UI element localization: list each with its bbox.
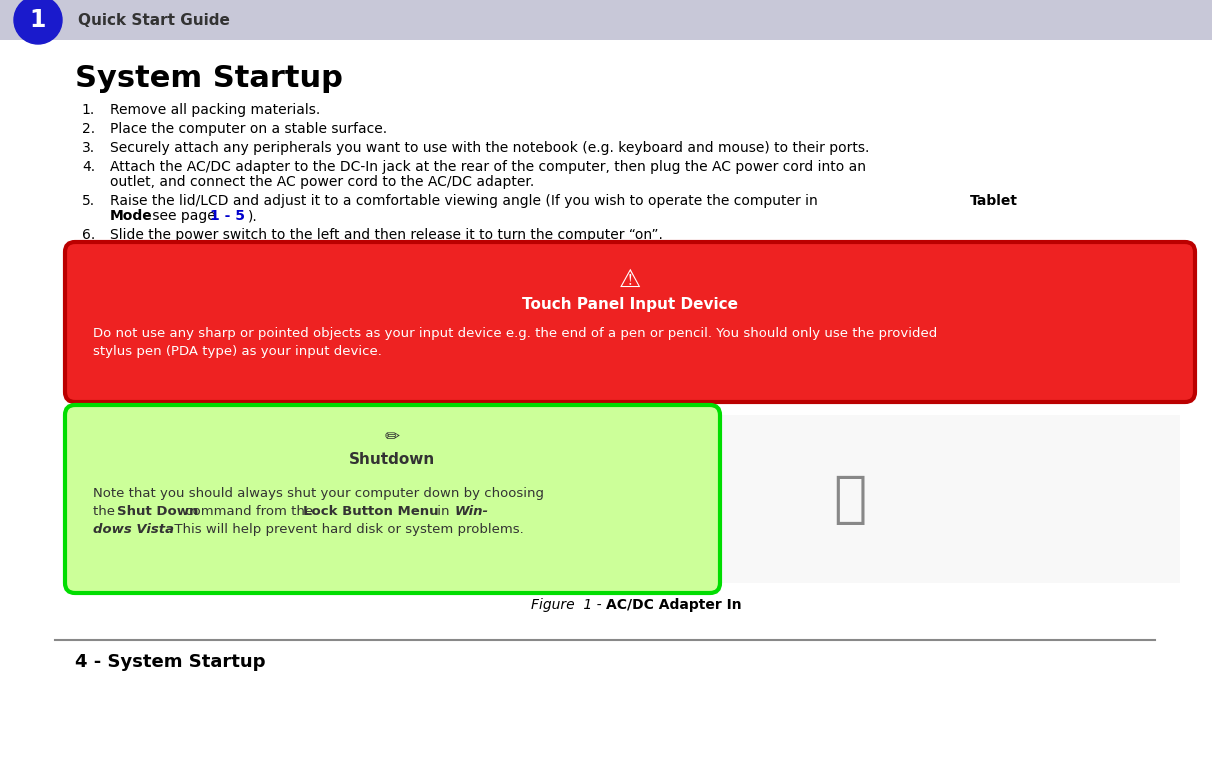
Text: 1.: 1. — [81, 103, 95, 117]
Text: Shutdown: Shutdown — [349, 451, 435, 467]
Text: 6.: 6. — [81, 228, 95, 242]
FancyBboxPatch shape — [720, 415, 1180, 583]
Text: stylus pen (PDA type) as your input device.: stylus pen (PDA type) as your input devi… — [93, 345, 382, 358]
Text: command from the: command from the — [181, 505, 318, 518]
Text: AC/DC Adapter In: AC/DC Adapter In — [606, 598, 742, 612]
Text: in: in — [433, 505, 453, 518]
FancyBboxPatch shape — [65, 242, 1195, 402]
Text: 3.: 3. — [82, 141, 95, 155]
FancyBboxPatch shape — [65, 405, 720, 593]
Text: System Startup: System Startup — [75, 64, 343, 93]
Text: 4.: 4. — [82, 160, 95, 174]
Circle shape — [15, 0, 62, 44]
Text: ⚠️: ⚠️ — [619, 268, 641, 292]
Text: Attach the AC/DC adapter to the DC-In jack at the rear of the computer, then plu: Attach the AC/DC adapter to the DC-In ja… — [110, 160, 867, 174]
Text: ✏: ✏ — [385, 428, 400, 446]
Text: the: the — [93, 505, 119, 518]
Text: Lock Button Menu: Lock Button Menu — [303, 505, 439, 518]
Text: 5.: 5. — [82, 194, 95, 208]
Text: 2.: 2. — [82, 122, 95, 136]
Text: outlet, and connect the AC power cord to the AC/DC adapter.: outlet, and connect the AC power cord to… — [110, 175, 534, 189]
Text: Mode: Mode — [110, 209, 153, 223]
Text: 4 - System Startup: 4 - System Startup — [75, 653, 265, 671]
Text: . This will help prevent hard disk or system problems.: . This will help prevent hard disk or sy… — [166, 523, 524, 536]
Text: Slide the power switch to the left and then release it to turn the computer “on”: Slide the power switch to the left and t… — [110, 228, 663, 242]
Text: Quick Start Guide: Quick Start Guide — [78, 12, 230, 27]
Text: dows Vista: dows Vista — [93, 523, 175, 536]
Text: 1 - 5: 1 - 5 — [210, 209, 245, 223]
Text: Place the computer on a stable surface.: Place the computer on a stable surface. — [110, 122, 387, 136]
Text: 💻: 💻 — [834, 473, 867, 527]
Text: ).: ). — [248, 209, 258, 223]
Text: Securely attach any peripherals you want to use with the notebook (e.g. keyboard: Securely attach any peripherals you want… — [110, 141, 869, 155]
FancyBboxPatch shape — [0, 0, 1212, 40]
Text: Win-: Win- — [454, 505, 488, 518]
Text: Shut Down: Shut Down — [118, 505, 199, 518]
Text: see page: see page — [148, 209, 221, 223]
Text: Raise the lid/LCD and adjust it to a comfortable viewing angle (If you wish to o: Raise the lid/LCD and adjust it to a com… — [110, 194, 822, 208]
Text: Note that you should always shut your computer down by choosing: Note that you should always shut your co… — [93, 487, 544, 500]
Text: Do not use any sharp or pointed objects as your input device e.g. the end of a p: Do not use any sharp or pointed objects … — [93, 327, 937, 340]
Text: Figure  1 -: Figure 1 - — [531, 598, 606, 612]
Text: Remove all packing materials.: Remove all packing materials. — [110, 103, 320, 117]
Text: Tablet: Tablet — [970, 194, 1018, 208]
Text: 1: 1 — [30, 8, 46, 32]
Text: Touch Panel Input Device: Touch Panel Input Device — [522, 296, 738, 311]
